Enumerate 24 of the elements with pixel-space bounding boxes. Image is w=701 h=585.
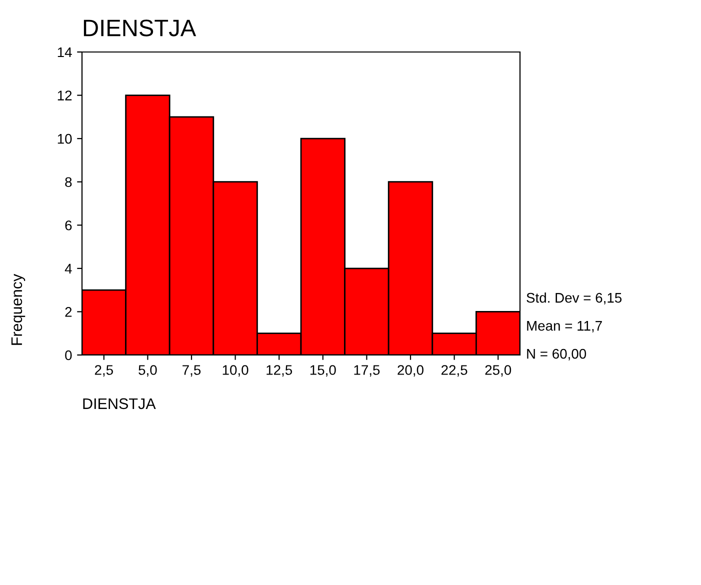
y-tick-label: 2	[65, 307, 72, 317]
y-tick-label: 8	[65, 177, 72, 188]
x-tick-label: 25,0	[485, 365, 512, 377]
y-tick-label: 0	[65, 350, 72, 360]
y-tick-label: 14	[58, 47, 72, 58]
text: N = 60,00	[527, 348, 586, 360]
x-axis-title: DIENSTJA	[83, 398, 156, 410]
y-tick-label: 4	[64, 264, 72, 274]
y-tick-label: 12	[58, 90, 72, 100]
y-tick-label: 6	[65, 220, 72, 230]
x-tick-label: 7,5	[182, 365, 201, 377]
chart-title: DIENSTJA	[84, 20, 196, 36]
y-axis-title: Frequency	[11, 274, 26, 345]
x-tick-label: 17,5	[354, 365, 380, 377]
text: Mean = 11,7	[527, 321, 602, 332]
x-tick-label: 20,0	[398, 365, 424, 377]
text: Std. Dev = 6,15	[526, 292, 622, 304]
y-tick-label: 10	[58, 134, 72, 144]
x-tick-label: 15,0	[310, 365, 336, 377]
x-tick-label: 12,5	[266, 365, 292, 377]
x-tick-label: 2,5	[94, 365, 113, 377]
x-tick-label: 22,5	[441, 365, 468, 377]
x-tick-label: 10,0	[222, 365, 248, 377]
x-tick-label: 5,0	[138, 365, 157, 377]
